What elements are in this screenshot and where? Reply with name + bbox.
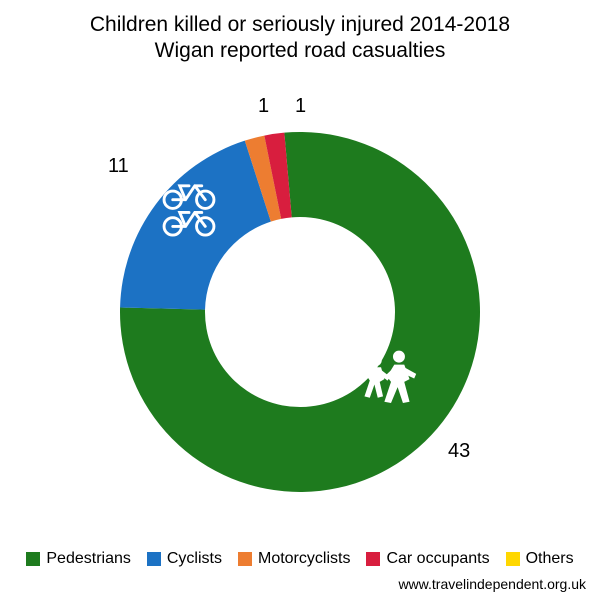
title-line1: Children killed or seriously injured 201… (0, 12, 600, 38)
legend-swatch (506, 552, 520, 566)
legend-label: Pedestrians (46, 550, 131, 568)
legend-item-motorcyclists: Motorcyclists (238, 550, 350, 568)
value-label: 1 (295, 95, 306, 118)
legend-swatch (26, 552, 40, 566)
legend-item-cyclists: Cyclists (147, 550, 222, 568)
legend-swatch (366, 552, 380, 566)
chart-title: Children killed or seriously injured 201… (0, 0, 600, 65)
chart-legend: Pedestrians Cyclists Motorcyclists Car occu… (0, 550, 600, 568)
value-label: 1 (258, 95, 269, 118)
legend-item-car-occupants: Car occupants (366, 550, 489, 568)
legend-label: Others (526, 550, 574, 568)
value-label: 43 (448, 440, 470, 463)
value-label: 11 (108, 155, 129, 178)
legend-label: Car occupants (386, 550, 489, 568)
legend-label: Motorcyclists (258, 550, 350, 568)
source-link: www.travelindependent.org.uk (398, 576, 586, 592)
donut-chart (120, 132, 480, 492)
donut-slice-cyclists (120, 141, 271, 310)
legend-item-pedestrians: Pedestrians (26, 550, 131, 568)
title-line2: Wigan reported road casualties (0, 38, 600, 64)
legend-swatch (238, 552, 252, 566)
legend-item-others: Others (506, 550, 574, 568)
legend-label: Cyclists (167, 550, 222, 568)
legend-swatch (147, 552, 161, 566)
